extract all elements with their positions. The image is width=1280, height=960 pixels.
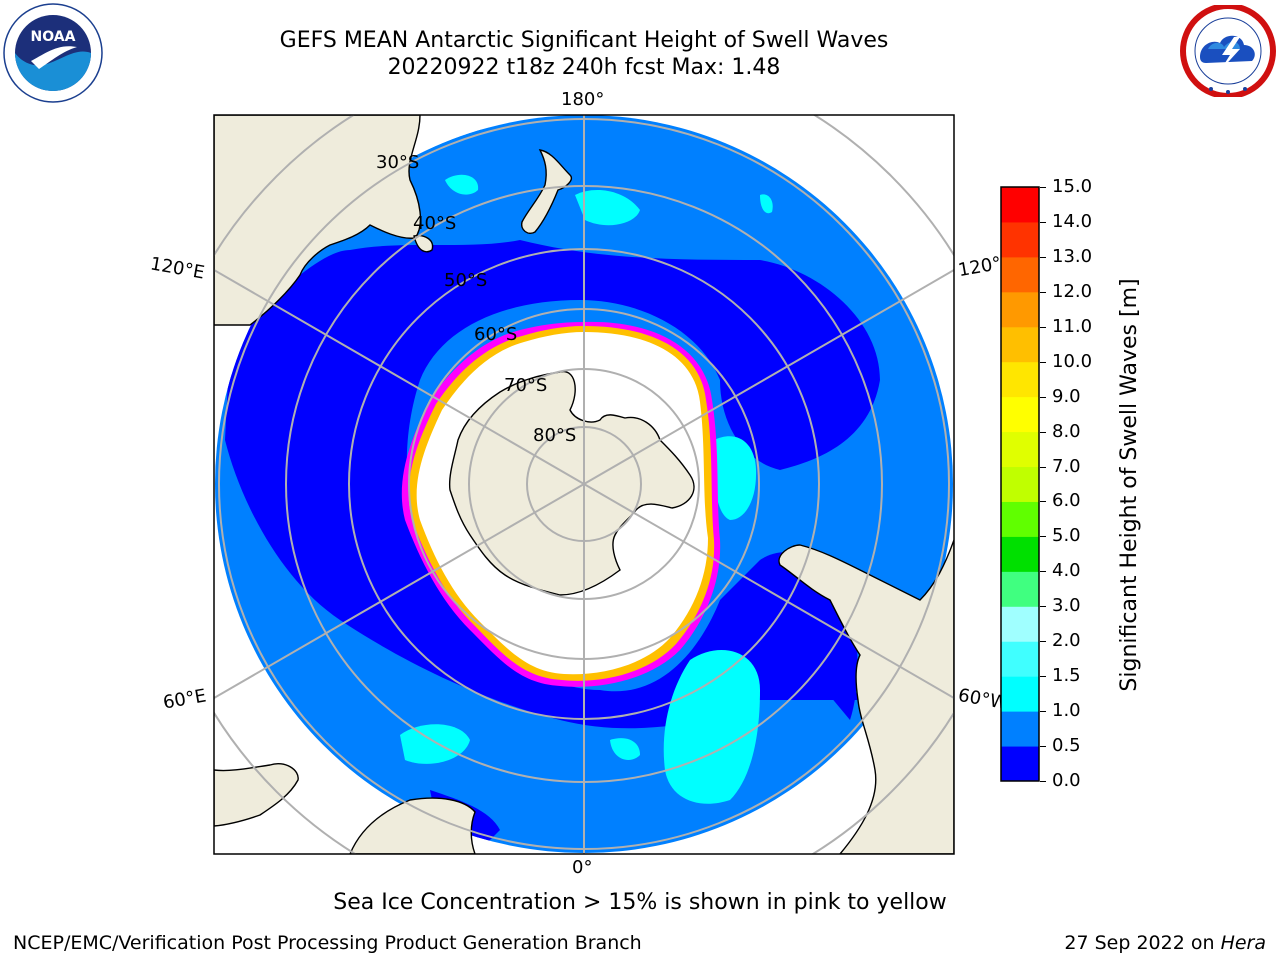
colorbar-bin	[1001, 711, 1039, 747]
colorbar-bin	[1001, 536, 1039, 572]
branch-credit: NCEP/EMC/Verification Post Processing Pr…	[13, 932, 642, 954]
swell-high-region	[610, 738, 640, 760]
lat-label-70s: 70°S	[504, 375, 548, 396]
colorbar-tick-mark	[1040, 466, 1046, 468]
colorbar-bin	[1001, 431, 1039, 468]
colorbar-tick-mark	[1040, 396, 1046, 398]
land-new-zealand	[521, 149, 572, 234]
colorbar-tick-label: 0.0	[1052, 770, 1081, 791]
colorbar-tick-mark	[1040, 606, 1046, 608]
meridian-60e-120w	[214, 269, 954, 699]
colorbar-tick-mark	[1040, 501, 1046, 503]
svg-text:NOAA: NOAA	[31, 29, 76, 45]
colorbar-bin	[1001, 746, 1039, 782]
colorbar-label-wrap: Significant Height of Swell Waves [m]	[1116, 278, 1144, 691]
nws-logo-icon	[1178, 3, 1278, 99]
colorbar-tick-label: 12.0	[1052, 280, 1093, 302]
generation-date: 27 Sep 2022 on Hera	[1064, 932, 1266, 954]
colorbar-tick-label: 9.0	[1052, 385, 1081, 407]
colorbar-frame	[1000, 186, 1040, 782]
colorbar-bin	[1001, 361, 1039, 398]
sea-ice-note: Sea Ice Concentration > 15% is shown in …	[333, 890, 947, 915]
colorbar-tick-label: 0.5	[1052, 735, 1081, 757]
colorbar-bin	[1001, 187, 1039, 223]
colorbar-tick-mark	[1040, 291, 1046, 293]
colorbar-tick-mark	[1040, 536, 1046, 538]
colorbar-bin	[1001, 326, 1039, 363]
noaa-logo-icon: NOAA	[3, 3, 103, 103]
colorbar-bin	[1001, 221, 1039, 258]
graticule	[214, 115, 954, 854]
colorbar-bin	[1001, 571, 1039, 607]
colorbar-bin	[1001, 256, 1039, 293]
colorbar-tick-label: 5.0	[1052, 525, 1081, 547]
colorbar-bin	[1001, 396, 1039, 433]
colorbar-tick-mark	[1040, 746, 1046, 748]
swell-high-region	[445, 174, 479, 195]
colorbar-tick-mark	[1040, 571, 1046, 573]
colorbar-tick-label: 4.0	[1052, 560, 1081, 582]
land-australia	[214, 115, 422, 326]
colorbar-tick-label: 15.0	[1052, 176, 1093, 197]
colorbar-label: Significant Height of Swell Waves [m]	[1117, 278, 1142, 692]
colorbar-tick-mark	[1040, 711, 1046, 713]
colorbar-tick-mark	[1040, 641, 1046, 643]
colorbar-tick-mark	[1040, 676, 1046, 678]
colorbar-tick-label: 13.0	[1052, 245, 1093, 267]
colorbar-tick-mark	[1040, 187, 1046, 188]
colorbar-tick-label: 1.5	[1052, 665, 1081, 687]
swell-high-region	[760, 194, 773, 214]
swell-high-region	[400, 724, 470, 764]
colorbar-tick-label: 14.0	[1052, 210, 1093, 232]
lat-label-30s: 30°S	[376, 152, 420, 173]
colorbar-tick-label: 3.0	[1052, 595, 1081, 617]
colorbar-tick-label: 2.0	[1052, 630, 1081, 652]
land-africa	[349, 797, 476, 854]
colorbar-bin	[1001, 501, 1039, 537]
colorbar-bin	[1001, 676, 1039, 712]
colorbar-tick-label: 10.0	[1052, 350, 1093, 372]
colorbar-tick-label: 1.0	[1052, 700, 1081, 722]
colorbar-tick-mark	[1040, 256, 1046, 258]
land-tasmania	[413, 234, 434, 253]
colorbar-tick-mark	[1040, 326, 1046, 328]
lon-label-0: 0°	[572, 857, 593, 878]
colorbar-tick-mark	[1040, 361, 1046, 363]
lat-label-80s: 80°S	[533, 425, 577, 446]
swell-low-region	[225, 240, 880, 729]
colorbar-bin	[1001, 466, 1039, 502]
swell-high-region	[575, 190, 640, 226]
colorbar-tick-label: 7.0	[1052, 455, 1081, 477]
land-antarctica	[448, 370, 695, 596]
colorbar	[1000, 186, 1040, 782]
chart-subtitle: 20220922 t18z 240h fcst Max: 1.48	[387, 55, 781, 80]
colorbar-tick-label: 6.0	[1052, 490, 1081, 512]
host-name: Hera	[1220, 932, 1266, 954]
swell-high-region	[663, 650, 760, 804]
colorbar-tick-mark	[1040, 781, 1046, 782]
swell-patches	[225, 129, 880, 850]
colorbar-tick-label: 11.0	[1052, 315, 1093, 337]
colorbar-tick-label: 8.0	[1052, 420, 1081, 442]
lon-label-180: 180°	[561, 89, 605, 110]
land-madagascar	[214, 763, 299, 827]
date-text: 27 Sep 2022 on	[1064, 932, 1215, 954]
chart-title: GEFS MEAN Antarctic Significant Height o…	[279, 28, 889, 53]
colorbar-bin	[1001, 291, 1039, 328]
colorbar-tick-mark	[1040, 431, 1046, 433]
land-south-america	[778, 539, 954, 854]
colorbar-bin	[1001, 641, 1039, 677]
colorbar-bin	[1001, 606, 1039, 642]
swell-high-region	[713, 436, 757, 520]
colorbar-tick-mark	[1040, 221, 1046, 223]
map-frame	[213, 114, 955, 855]
lat-label-50s: 50°S	[444, 270, 488, 291]
lat-label-60s: 60°S	[474, 324, 518, 345]
lat-label-40s: 40°S	[413, 213, 457, 234]
